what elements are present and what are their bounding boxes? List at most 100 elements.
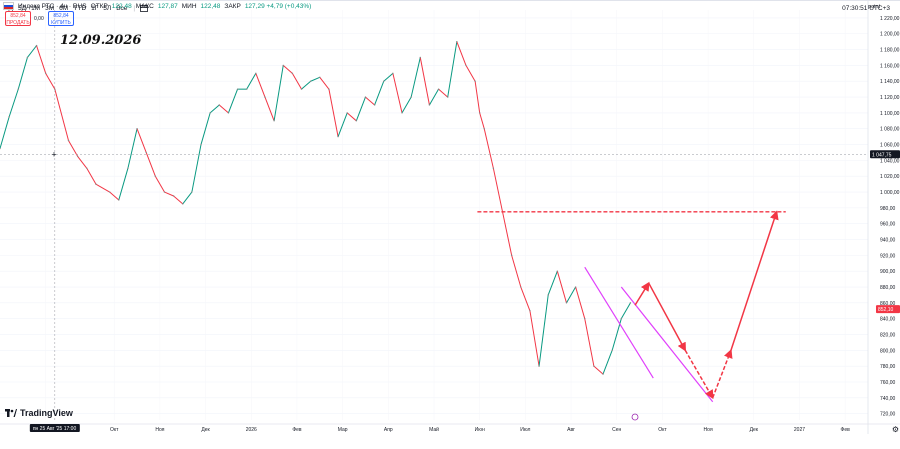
price-point [483, 128, 485, 130]
price-segment [483, 128, 494, 169]
price-segment [328, 89, 339, 137]
price-segment [566, 286, 577, 304]
price-segment [447, 41, 458, 98]
x-tick-label: Ноя [704, 427, 713, 433]
y-tick-label: 1 100,00 [880, 111, 900, 117]
price-point [291, 72, 294, 75]
y-tick-label: 1 060,00 [880, 143, 900, 149]
price-point [629, 302, 632, 304]
price-point [419, 56, 421, 59]
price-point [95, 183, 97, 185]
price-point [456, 40, 458, 43]
price-segment [127, 128, 138, 169]
price-segment [593, 365, 604, 375]
price-point [44, 72, 47, 75]
price-point [309, 80, 312, 82]
price-segment [291, 73, 302, 90]
price-point [282, 64, 284, 67]
price-point [346, 112, 348, 114]
flag-icon [3, 2, 14, 10]
timeframe-button[interactable]: 6М [59, 5, 69, 12]
x-tick-label: Дек [750, 427, 759, 433]
price-segment [310, 76, 320, 82]
price-segment [383, 72, 394, 82]
y-tick-label: 740,00 [880, 396, 896, 402]
price-point [8, 116, 10, 118]
price-point [86, 167, 88, 170]
timeframe-button[interactable]: YTD [73, 5, 87, 12]
price-point [236, 88, 239, 90]
price-segment [492, 168, 504, 212]
y-tick-label: 760,00 [880, 380, 896, 386]
close-label: ЗАКР [224, 2, 241, 10]
price-segment [191, 144, 202, 193]
timeframe-button[interactable]: 5Л [103, 5, 112, 12]
close-value: 127,29 +4,79 (+0,43%) [244, 2, 312, 10]
y-tick-label: 1 200,00 [880, 32, 900, 38]
price-segment [118, 168, 129, 201]
timeframe-button[interactable]: 1М [31, 5, 41, 12]
price-point [273, 120, 275, 122]
timeframe-button[interactable]: 5Д [18, 5, 27, 12]
x-tick-label: Окт [658, 427, 667, 433]
x-tick-label: Фев [841, 427, 851, 433]
price-segment [365, 96, 375, 106]
price-segment [479, 112, 485, 129]
x-tick-label: Июн [475, 427, 485, 433]
clock-label[interactable]: 07:30:51 UTC+3 [842, 5, 890, 12]
y-tick-label: 900,00 [880, 269, 896, 275]
price-segment [255, 73, 266, 98]
gear-icon[interactable]: ⚙ [891, 425, 899, 434]
price-segment [556, 271, 567, 303]
symbol-label[interactable]: Индекс РТС · 4ч · RUS [18, 2, 87, 10]
x-tick-label: Сен [612, 427, 621, 433]
price-segment [200, 112, 211, 145]
y-tick-label: 920,00 [880, 253, 896, 259]
price-segment [602, 350, 613, 375]
sell-button[interactable]: 852,84 ПРОДАТЬ [5, 11, 31, 26]
price-point [401, 112, 403, 114]
price-segment [392, 73, 403, 114]
timeframe-button[interactable]: Все [116, 5, 128, 12]
y-tick-label: 1 140,00 [880, 79, 900, 85]
price-point [255, 72, 257, 75]
price-segment [173, 195, 184, 205]
y-tick-label: 1 220,00 [880, 16, 900, 22]
price-segment [529, 310, 540, 367]
channel-line [584, 266, 654, 379]
price-segment [8, 88, 19, 118]
y-tick-label: 1 020,00 [880, 174, 900, 180]
price-point [355, 120, 358, 122]
price-point [227, 112, 230, 114]
price-segment [474, 81, 481, 113]
y-tick-label: 720,00 [880, 412, 896, 418]
open-label: ОТКР [90, 2, 108, 10]
logo-text: TradingView [20, 408, 73, 418]
price-segment [68, 140, 79, 157]
buy-button[interactable]: 852,84 КУПИТЬ [48, 11, 74, 26]
price-segment [182, 191, 193, 205]
price-segment [154, 175, 165, 193]
timeframe-button[interactable]: 3М [45, 5, 55, 12]
buy-label: КУПИТЬ [51, 19, 71, 26]
price-segment [209, 104, 220, 114]
price-segment [346, 112, 357, 122]
price-point [245, 88, 248, 90]
calendar-icon[interactable] [140, 4, 148, 14]
y-tick-label: 1 080,00 [880, 127, 900, 133]
x-tick-label: 2026 [246, 427, 257, 433]
price-segment [355, 96, 366, 121]
price-point [574, 286, 577, 288]
price-point [163, 191, 166, 193]
price-segment [164, 191, 174, 197]
price-point [26, 56, 29, 59]
tradingview-logo[interactable]: TradingView [5, 408, 73, 418]
timeframe-button[interactable]: 1Г [91, 5, 99, 12]
price-point [218, 104, 220, 106]
channel-line [620, 286, 714, 403]
sell-label: ПРОДАТЬ [6, 19, 30, 26]
y-tick-label: 960,00 [880, 222, 896, 228]
date-annotation[interactable]: 12.09.2026 [60, 33, 142, 48]
y-tick-label: 880,00 [880, 285, 896, 291]
